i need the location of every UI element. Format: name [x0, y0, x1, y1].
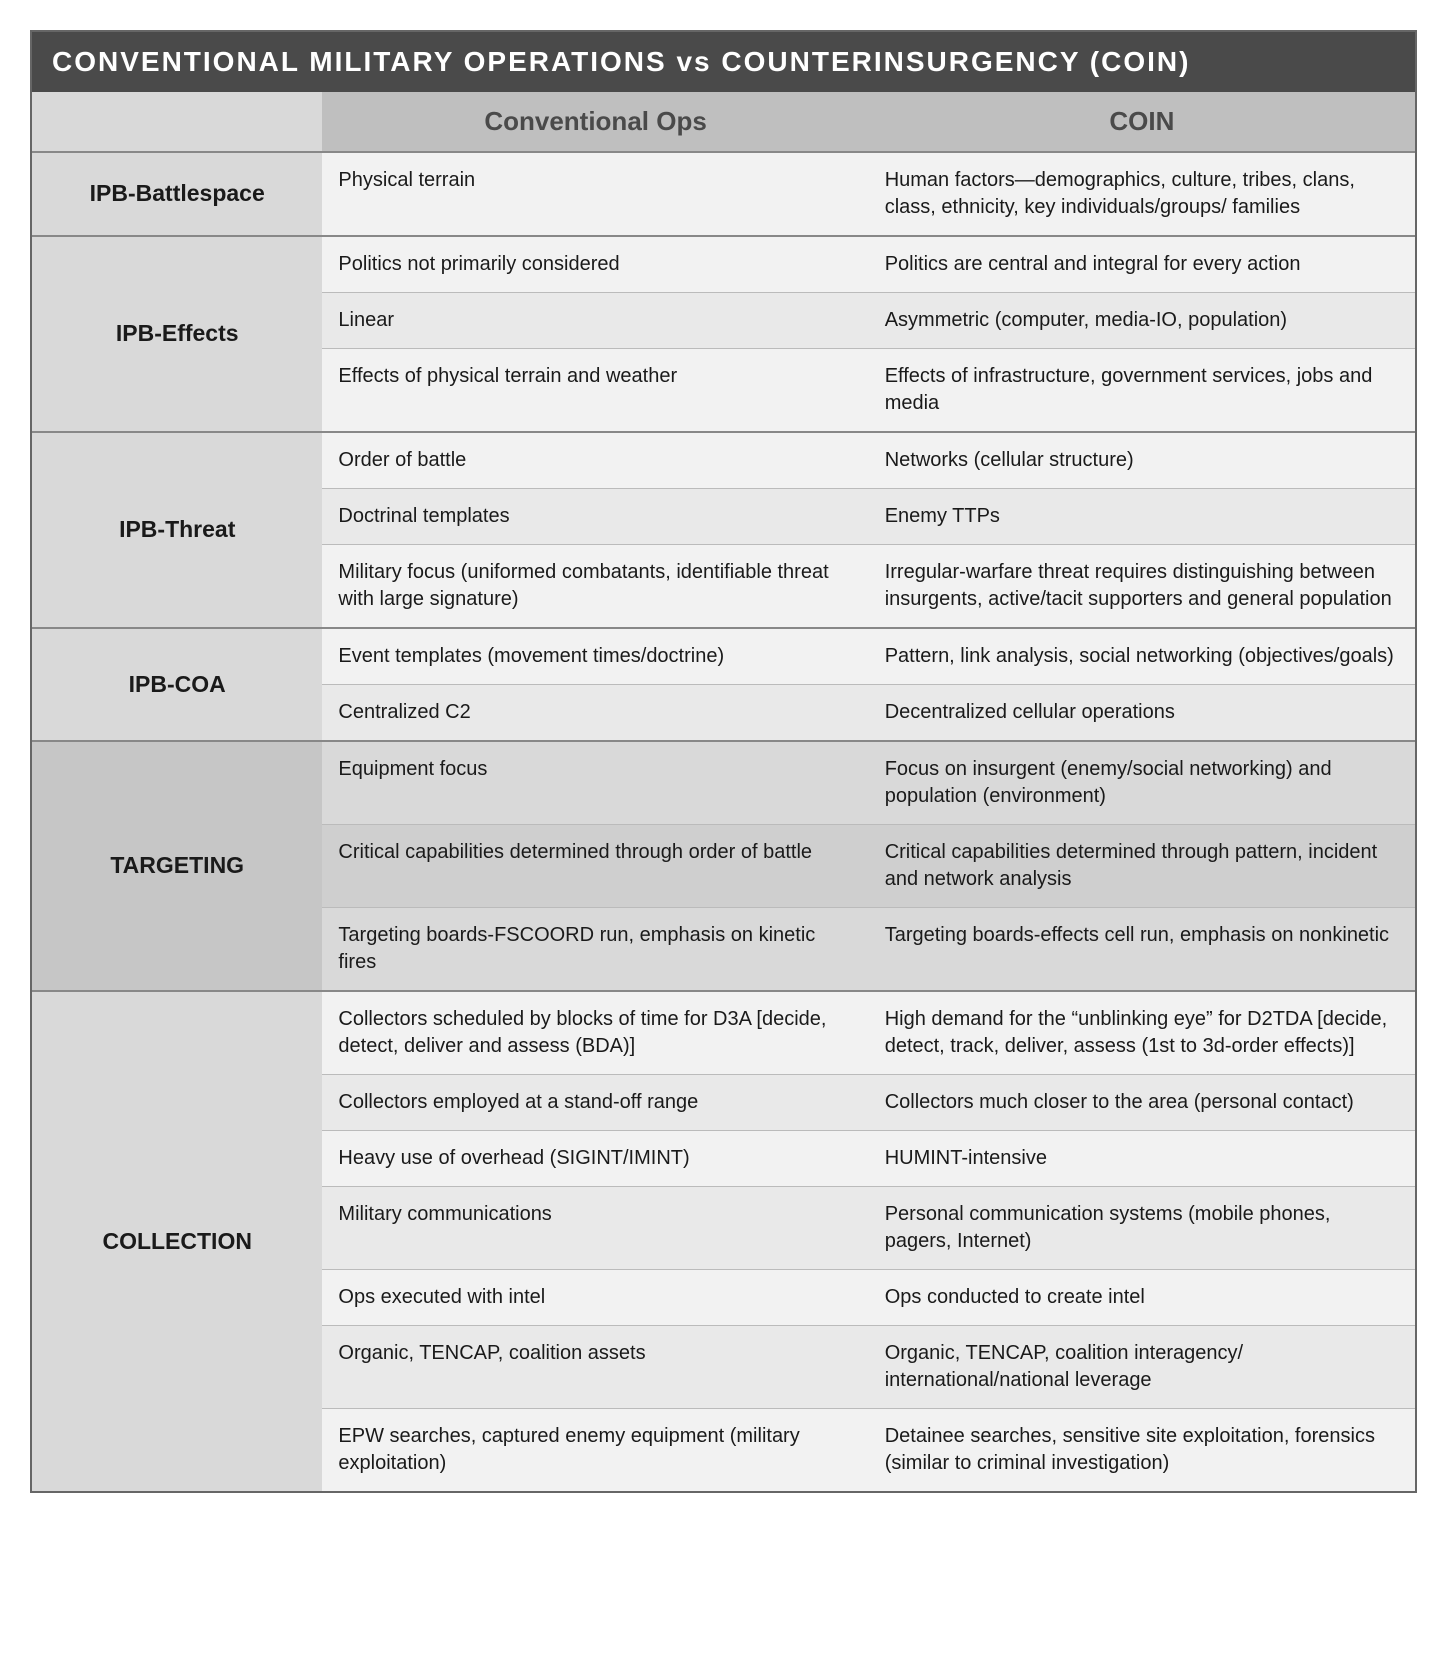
table-row: IPB-EffectsPolitics not primarily consid…: [32, 236, 1415, 293]
header-blank: [32, 92, 322, 152]
table-row: COLLECTIONCollectors scheduled by blocks…: [32, 991, 1415, 1075]
header-conventional: Conventional Ops: [322, 92, 868, 152]
row-label: COLLECTION: [32, 991, 322, 1491]
cell-coin: High demand for the “unblinking eye” for…: [869, 991, 1415, 1075]
row-label: IPB-Battlespace: [32, 152, 322, 236]
cell-conventional: Collectors scheduled by blocks of time f…: [322, 991, 868, 1075]
cell-coin: Organic, TENCAP, coalition interagency/ …: [869, 1326, 1415, 1409]
row-label: IPB-Effects: [32, 236, 322, 432]
cell-conventional: Organic, TENCAP, coalition assets: [322, 1326, 868, 1409]
cell-conventional: Politics not primarily considered: [322, 236, 868, 293]
cell-coin: Networks (cellular structure): [869, 432, 1415, 489]
cell-conventional: Event templates (movement times/doctrine…: [322, 628, 868, 685]
header-row: Conventional Ops COIN: [32, 92, 1415, 152]
comparison-table: CONVENTIONAL MILITARY OPERATIONS vs COUN…: [30, 30, 1417, 1493]
row-label: IPB-COA: [32, 628, 322, 741]
cell-conventional: Targeting boards-FSCOORD run, emphasis o…: [322, 908, 868, 992]
row-label: TARGETING: [32, 741, 322, 991]
table-row: IPB-ThreatOrder of battleNetworks (cellu…: [32, 432, 1415, 489]
cell-coin: Politics are central and integral for ev…: [869, 236, 1415, 293]
cell-coin: Ops conducted to create intel: [869, 1270, 1415, 1326]
cell-coin: Personal communication systems (mobile p…: [869, 1187, 1415, 1270]
cell-conventional: Linear: [322, 293, 868, 349]
cell-coin: Targeting boards-effects cell run, empha…: [869, 908, 1415, 992]
cell-conventional: Equipment focus: [322, 741, 868, 825]
cell-coin: Detainee searches, sensitive site exploi…: [869, 1409, 1415, 1492]
table-row: TARGETINGEquipment focusFocus on insurge…: [32, 741, 1415, 825]
header-coin: COIN: [869, 92, 1415, 152]
cell-coin: Irregular-warfare threat requires distin…: [869, 545, 1415, 629]
cell-conventional: Doctrinal templates: [322, 489, 868, 545]
cell-conventional: Effects of physical terrain and weather: [322, 349, 868, 433]
cell-coin: HUMINT-intensive: [869, 1131, 1415, 1187]
cell-conventional: Centralized C2: [322, 685, 868, 742]
cell-conventional: Order of battle: [322, 432, 868, 489]
cell-coin: Critical capabilities determined through…: [869, 825, 1415, 908]
row-label: IPB-Threat: [32, 432, 322, 628]
cell-conventional: Ops executed with intel: [322, 1270, 868, 1326]
cell-coin: Human factors—demographics, culture, tri…: [869, 152, 1415, 236]
table-body: Conventional Ops COIN IPB-BattlespacePhy…: [32, 92, 1415, 1491]
cell-coin: Pattern, link analysis, social networkin…: [869, 628, 1415, 685]
cell-conventional: Physical terrain: [322, 152, 868, 236]
cell-coin: Decentralized cellular operations: [869, 685, 1415, 742]
cell-coin: Effects of infrastructure, government se…: [869, 349, 1415, 433]
cell-conventional: EPW searches, captured enemy equipment (…: [322, 1409, 868, 1492]
table-row: IPB-BattlespacePhysical terrainHuman fac…: [32, 152, 1415, 236]
cell-coin: Enemy TTPs: [869, 489, 1415, 545]
cell-coin: Asymmetric (computer, media-IO, populati…: [869, 293, 1415, 349]
cell-coin: Focus on insurgent (enemy/social network…: [869, 741, 1415, 825]
cell-conventional: Collectors employed at a stand-off range: [322, 1075, 868, 1131]
cell-conventional: Critical capabilities determined through…: [322, 825, 868, 908]
table-row: IPB-COAEvent templates (movement times/d…: [32, 628, 1415, 685]
table-title: CONVENTIONAL MILITARY OPERATIONS vs COUN…: [32, 32, 1415, 92]
cell-conventional: Military focus (uniformed combatants, id…: [322, 545, 868, 629]
cell-coin: Collectors much closer to the area (pers…: [869, 1075, 1415, 1131]
cell-conventional: Heavy use of overhead (SIGINT/IMINT): [322, 1131, 868, 1187]
cell-conventional: Military communications: [322, 1187, 868, 1270]
